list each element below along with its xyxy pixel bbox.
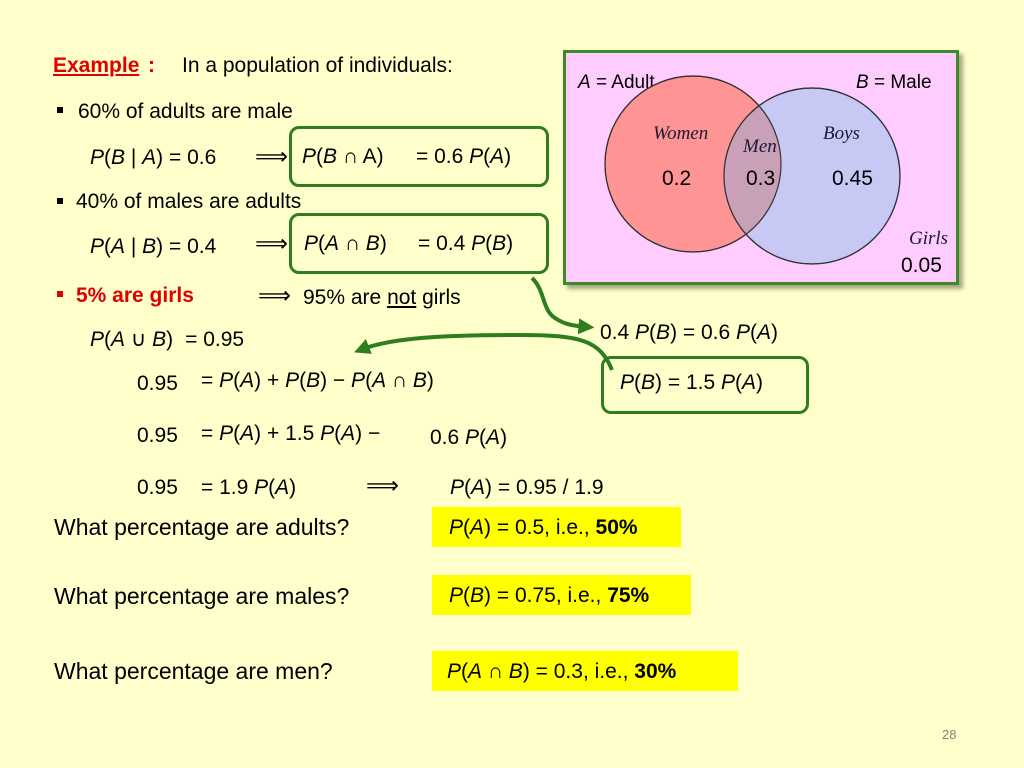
substituted-term: 0.6 P(A) bbox=[430, 426, 508, 449]
eq5-lhs: 0.95 bbox=[137, 424, 178, 447]
result-box-3 bbox=[601, 356, 809, 414]
bullet-girls: 5% are girls bbox=[76, 284, 194, 307]
question-males: What percentage are males? bbox=[54, 583, 350, 609]
implies-arrow: ⟹ bbox=[258, 282, 291, 308]
result-box-1 bbox=[289, 126, 549, 187]
arrow-to-side-equation bbox=[530, 276, 595, 335]
question-men: What percentage are men? bbox=[54, 658, 333, 684]
question-adults: What percentage are adults? bbox=[54, 514, 350, 540]
bullet-marker bbox=[57, 107, 63, 113]
implies-arrow: ⟹ bbox=[255, 230, 288, 256]
bullet-marker bbox=[57, 198, 63, 204]
example-colon: : bbox=[148, 54, 155, 77]
label-men: Men bbox=[743, 136, 777, 157]
implies-arrow: ⟹ bbox=[255, 143, 288, 169]
venn-diagram: A = Adult B = Male Women Men Boys Girls … bbox=[563, 50, 959, 285]
equation-pa-solve: P(A) = 0.95 / 1.9 bbox=[450, 476, 604, 499]
heading-text: In a population of individuals: bbox=[182, 54, 453, 77]
side-equation-2: P(B) = 1.5 P(A) bbox=[620, 371, 764, 394]
equation-substitution: = P(A) + 1.5 P(A) − bbox=[201, 422, 381, 445]
value-women: 0.2 bbox=[662, 167, 692, 190]
equation-inclusion-exclusion: = P(A) + P(B) − P(A ∩ B) bbox=[201, 369, 434, 392]
result-box-2 bbox=[289, 213, 549, 274]
not-girls-text: 95% are not girls bbox=[303, 286, 461, 309]
value-girls: 0.05 bbox=[901, 254, 942, 277]
eq4-lhs: 0.95 bbox=[137, 372, 178, 395]
bullet-males-adults: 40% of males are adults bbox=[76, 190, 302, 213]
answer-males: P(B) = 0.75, i.e., 75% bbox=[449, 584, 650, 607]
eq6-lhs: 0.95 bbox=[137, 476, 178, 499]
label-women: Women bbox=[653, 123, 709, 144]
venn-legend-b: B = Male bbox=[856, 72, 932, 93]
equation-simplified: = 1.9 P(A) bbox=[201, 476, 297, 499]
label-girls: Girls bbox=[909, 228, 949, 249]
arrow-back-to-union bbox=[354, 332, 614, 371]
page-number: 28 bbox=[942, 727, 957, 742]
example-label: Example bbox=[53, 54, 140, 77]
answer-adults: P(A) = 0.5, i.e., 50% bbox=[449, 516, 638, 539]
answer-box-males bbox=[432, 575, 691, 615]
label-boys: Boys bbox=[823, 123, 860, 144]
answer-box-adults bbox=[432, 507, 681, 547]
bullet-adults-male: 60% of adults are male bbox=[78, 100, 293, 123]
venn-circles bbox=[604, 75, 901, 265]
equation-union: P(A ∪ B) = 0.95 bbox=[90, 328, 245, 351]
value-men: 0.3 bbox=[746, 167, 776, 190]
answer-men: P(A ∩ B) = 0.3, i.e., 30% bbox=[447, 660, 677, 683]
bullet-marker-red bbox=[57, 291, 63, 297]
value-boys: 0.45 bbox=[832, 167, 873, 190]
implies-arrow: ⟹ bbox=[366, 472, 399, 498]
venn-legend-a: A = Adult bbox=[578, 72, 655, 93]
answer-box-men bbox=[432, 651, 738, 691]
side-equation-1: 0.4 P(B) = 0.6 P(A) bbox=[600, 321, 779, 344]
